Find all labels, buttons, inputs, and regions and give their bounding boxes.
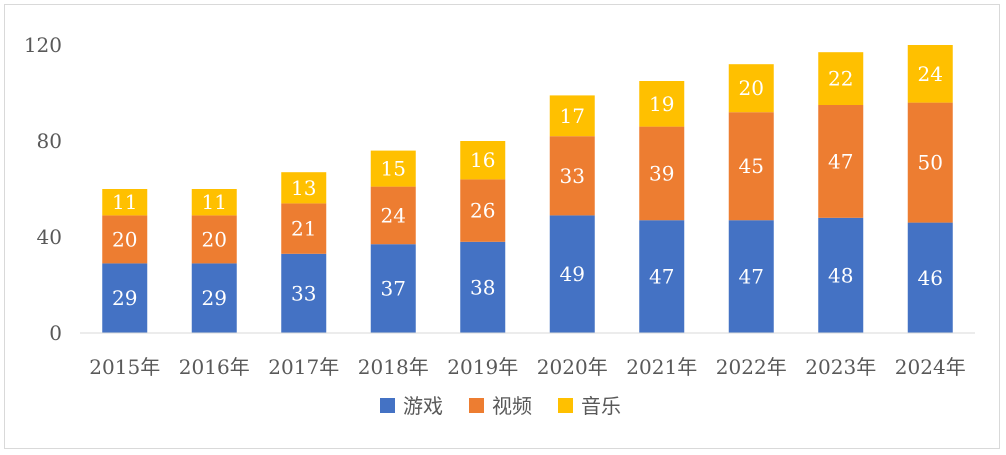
bar-segment-游戏-2017年 [281, 253, 327, 333]
bar-segment-音乐-2021年 [639, 81, 685, 127]
data-label: 47 [828, 149, 853, 173]
bar-segment-视频-2024年 [907, 102, 953, 223]
legend-swatch-游戏 [380, 398, 395, 413]
data-label: 13 [291, 176, 316, 200]
y-tick-label: 120 [24, 33, 62, 57]
bar-segment-视频-2022年 [728, 112, 774, 221]
data-label: 17 [560, 104, 585, 128]
data-label: 39 [649, 161, 674, 185]
legend-swatch-音乐 [558, 398, 573, 413]
x-tick-label: 2023年 [805, 355, 876, 379]
bars-group: 29 20 11 29 20 11 33 21 13 37 24 15 38 26 16 49 33 17 47 39… [102, 45, 953, 333]
bar-segment-音乐-2019年 [460, 141, 506, 180]
data-label: 22 [828, 67, 853, 91]
x-axis: 2015年 2016年 2017年 2018年 2019年 2020年 2021年 2022年… [89, 355, 965, 379]
x-tick-label: 2015年 [89, 355, 160, 379]
data-label: 20 [739, 76, 764, 100]
data-label: 48 [828, 263, 853, 287]
x-tick-label: 2019年 [447, 355, 518, 379]
y-tick-label: 40 [37, 225, 62, 249]
bar-segment-音乐-2017年 [281, 172, 327, 204]
x-tick-label: 2022年 [716, 355, 787, 379]
bar-segment-视频-2021年 [639, 126, 685, 221]
bar-segment-游戏-2024年 [907, 222, 953, 333]
data-label: 33 [291, 281, 316, 305]
x-tick-label: 2016年 [179, 355, 250, 379]
bar-segment-游戏-2018年 [370, 244, 416, 333]
bar-segment-视频-2019年 [460, 179, 506, 242]
data-label: 24 [918, 62, 943, 86]
data-label: 29 [112, 286, 137, 310]
bar-segment-游戏-2015年 [102, 263, 148, 333]
bar-segment-音乐-2024年 [907, 45, 953, 103]
x-tick-label: 2024年 [895, 355, 966, 379]
bar-segment-视频-2015年 [102, 215, 148, 264]
data-label: 11 [202, 190, 227, 214]
y-tick-label: 80 [37, 129, 62, 153]
data-label: 11 [112, 190, 137, 214]
data-label: 33 [560, 164, 585, 188]
data-label: 21 [291, 217, 316, 241]
bar-segment-视频-2017年 [281, 203, 327, 254]
legend: 游戏 视频 音乐 [380, 394, 621, 418]
bar-segment-音乐-2023年 [818, 52, 864, 105]
bar-segment-视频-2020年 [549, 136, 595, 216]
y-tick-label: 0 [49, 321, 62, 345]
data-label: 47 [739, 265, 764, 289]
legend-swatch-视频 [469, 398, 484, 413]
bar-segment-音乐-2020年 [549, 95, 595, 137]
data-label: 49 [560, 262, 585, 286]
data-label: 20 [112, 227, 137, 251]
bar-segment-游戏-2023年 [818, 217, 864, 333]
bar-segment-视频-2016年 [191, 215, 237, 264]
data-label: 24 [381, 203, 406, 227]
data-label: 20 [202, 227, 227, 251]
x-tick-label: 2017年 [268, 355, 339, 379]
bar-segment-音乐-2022年 [728, 64, 774, 113]
bar-segment-游戏-2020年 [549, 215, 595, 333]
bar-segment-游戏-2016年 [191, 263, 237, 333]
data-label: 15 [381, 157, 406, 181]
bar-segment-视频-2018年 [370, 186, 416, 245]
x-tick-label: 2018年 [358, 355, 429, 379]
legend-label: 游戏 [403, 394, 443, 418]
x-tick-label: 2021年 [626, 355, 697, 379]
bar-segment-视频-2023年 [818, 105, 864, 218]
bar-segment-游戏-2022年 [728, 220, 774, 333]
data-label: 38 [470, 275, 495, 299]
legend-label: 音乐 [581, 394, 621, 418]
bar-segment-游戏-2019年 [460, 241, 506, 333]
data-label: 50 [918, 151, 943, 175]
data-label: 26 [470, 199, 495, 223]
data-label: 37 [381, 277, 406, 301]
bar-segment-游戏-2021年 [639, 220, 685, 333]
data-label: 16 [470, 148, 495, 172]
x-tick-label: 2020年 [537, 355, 608, 379]
bar-segment-音乐-2015年 [102, 189, 148, 216]
bar-segment-音乐-2016年 [191, 189, 237, 216]
data-label: 19 [649, 92, 674, 116]
bar-segment-音乐-2018年 [370, 150, 416, 187]
legend-label: 视频 [492, 394, 532, 418]
data-label: 46 [918, 266, 943, 290]
data-label: 29 [202, 286, 227, 310]
data-label: 45 [739, 154, 764, 178]
y-axis: 0 40 80 120 [24, 33, 62, 345]
data-label: 47 [649, 265, 674, 289]
